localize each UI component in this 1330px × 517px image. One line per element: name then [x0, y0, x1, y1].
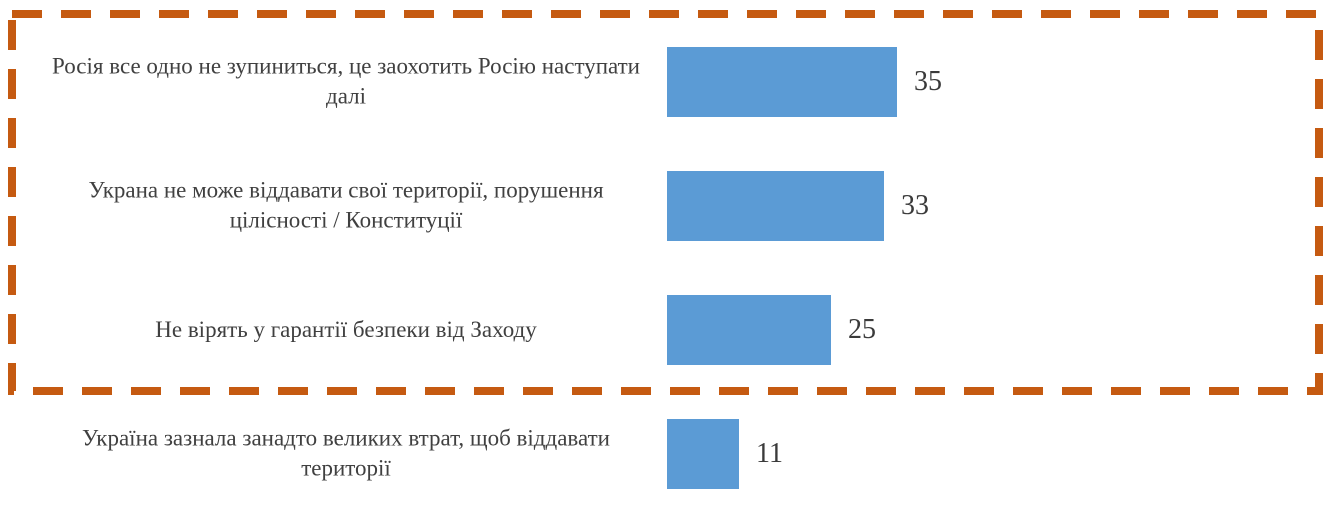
value-label: 33	[901, 190, 929, 221]
value-label: 35	[914, 66, 942, 97]
chart-row: Украна не може віддавати свої території,…	[0, 171, 1330, 241]
bar	[667, 171, 884, 241]
chart-row: Не вірять у гарантії безпеки від Заходу 2…	[0, 295, 1330, 365]
bar	[667, 47, 897, 117]
value-label: 11	[756, 438, 783, 469]
category-label: Україна зазнала занадто великих втрат, щ…	[82, 425, 610, 481]
category-label: Украна не може віддавати свої території,…	[88, 177, 604, 233]
chart-row: Росія все одно не зупиниться, це заохоти…	[0, 47, 1330, 117]
category-label: Не вірять у гарантії безпеки від Заходу	[155, 316, 537, 342]
bar	[667, 295, 831, 365]
value-label: 25	[848, 314, 876, 345]
bar	[667, 419, 739, 489]
chart-row: Україна зазнала занадто великих втрат, щ…	[0, 419, 1330, 489]
category-label: Росія все одно не зупиниться, це заохоти…	[52, 53, 640, 109]
